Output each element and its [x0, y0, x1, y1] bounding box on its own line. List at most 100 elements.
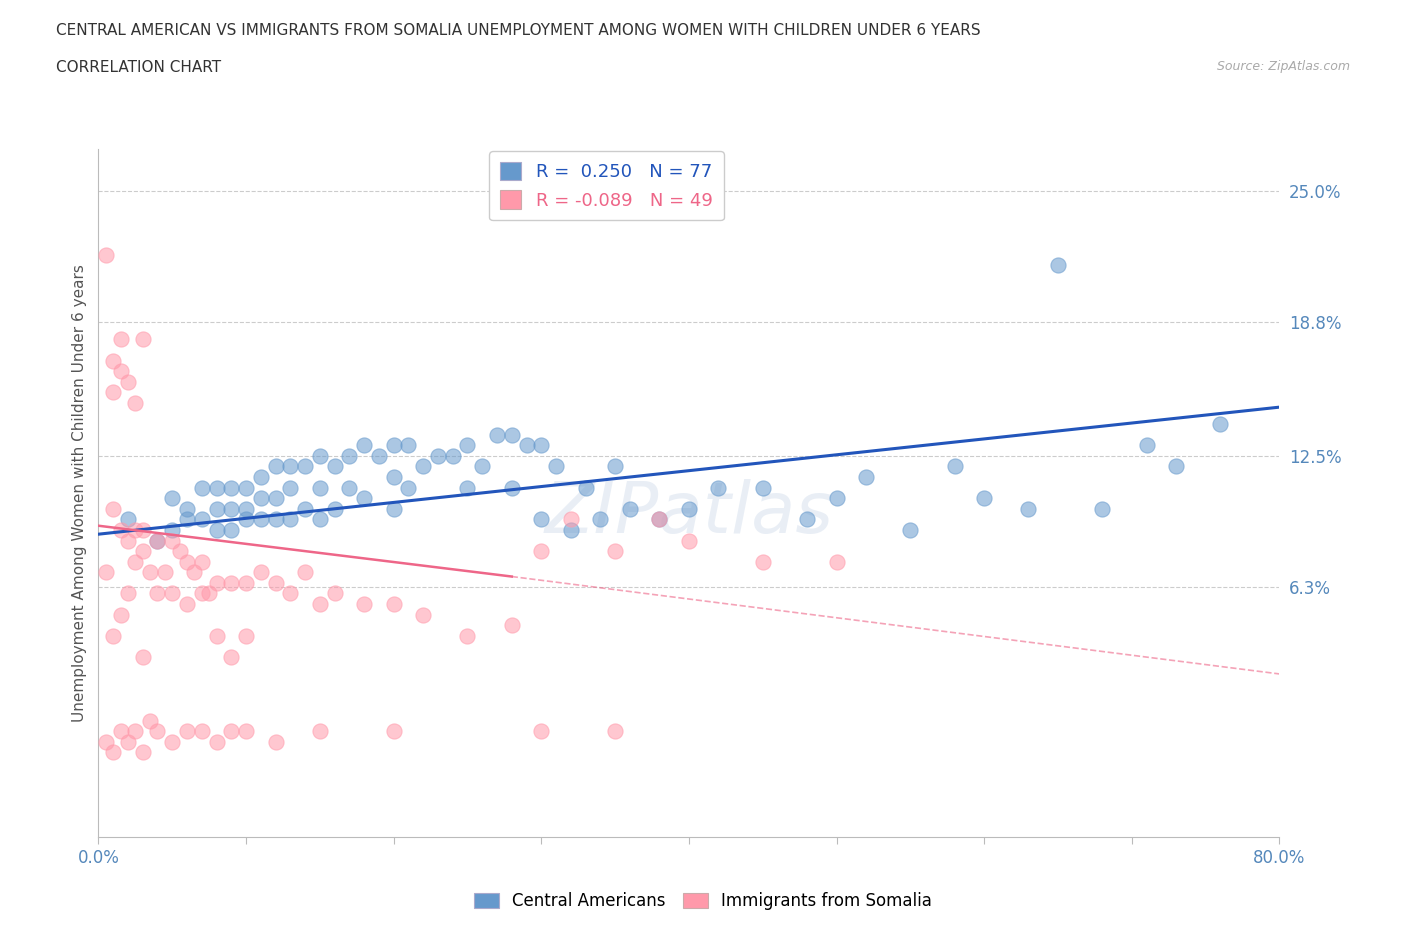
- Point: [560, 523, 582, 538]
- Point: [132, 745, 155, 760]
- Point: [1164, 459, 1187, 474]
- Point: [278, 586, 302, 601]
- Point: [309, 597, 332, 612]
- Point: [205, 629, 228, 644]
- Point: [235, 629, 257, 644]
- Point: [219, 523, 242, 538]
- Point: [264, 576, 287, 591]
- Text: Source: ZipAtlas.com: Source: ZipAtlas.com: [1216, 60, 1350, 73]
- Point: [250, 491, 273, 506]
- Point: [176, 554, 198, 569]
- Point: [117, 533, 139, 548]
- Point: [751, 554, 773, 569]
- Point: [1209, 417, 1232, 432]
- Point: [278, 480, 302, 495]
- Point: [648, 512, 671, 526]
- Point: [191, 724, 214, 738]
- Point: [153, 565, 176, 579]
- Point: [162, 735, 183, 750]
- Point: [382, 501, 405, 516]
- Point: [605, 544, 627, 559]
- Point: [382, 724, 405, 738]
- Point: [146, 533, 169, 548]
- Point: [501, 480, 523, 495]
- Point: [530, 512, 553, 526]
- Point: [250, 470, 273, 485]
- Point: [235, 480, 257, 495]
- Point: [250, 512, 273, 526]
- Point: [382, 597, 405, 612]
- Point: [183, 565, 205, 579]
- Point: [235, 576, 257, 591]
- Point: [309, 448, 332, 463]
- Point: [309, 480, 332, 495]
- Point: [124, 724, 146, 738]
- Text: ZIPatlas: ZIPatlas: [544, 479, 834, 548]
- Y-axis label: Unemployment Among Women with Children Under 6 years: Unemployment Among Women with Children U…: [72, 264, 87, 722]
- Point: [162, 491, 183, 506]
- Point: [560, 512, 582, 526]
- Point: [124, 523, 146, 538]
- Point: [309, 724, 332, 738]
- Point: [412, 607, 434, 622]
- Point: [678, 501, 700, 516]
- Point: [471, 459, 494, 474]
- Point: [589, 512, 612, 526]
- Point: [103, 629, 125, 644]
- Point: [515, 438, 537, 453]
- Point: [205, 735, 228, 750]
- Point: [219, 480, 242, 495]
- Point: [294, 501, 316, 516]
- Point: [382, 470, 405, 485]
- Point: [530, 544, 553, 559]
- Point: [191, 554, 214, 569]
- Text: CORRELATION CHART: CORRELATION CHART: [56, 60, 221, 75]
- Point: [132, 544, 155, 559]
- Point: [103, 501, 125, 516]
- Point: [219, 649, 242, 664]
- Point: [219, 501, 242, 516]
- Point: [396, 480, 419, 495]
- Point: [117, 512, 139, 526]
- Point: [1046, 258, 1069, 272]
- Point: [546, 459, 568, 474]
- Legend: Central Americans, Immigrants from Somalia: Central Americans, Immigrants from Somal…: [467, 885, 939, 917]
- Point: [117, 374, 139, 389]
- Point: [191, 512, 214, 526]
- Point: [412, 459, 434, 474]
- Point: [900, 523, 922, 538]
- Point: [205, 523, 228, 538]
- Point: [235, 512, 257, 526]
- Point: [176, 512, 198, 526]
- Point: [205, 501, 228, 516]
- Point: [825, 491, 848, 506]
- Point: [294, 459, 316, 474]
- Point: [751, 480, 773, 495]
- Point: [110, 364, 132, 379]
- Point: [264, 459, 287, 474]
- Point: [205, 480, 228, 495]
- Point: [353, 597, 375, 612]
- Point: [323, 501, 346, 516]
- Point: [501, 427, 523, 442]
- Point: [191, 480, 214, 495]
- Point: [486, 427, 509, 442]
- Point: [278, 512, 302, 526]
- Point: [530, 724, 553, 738]
- Point: [103, 353, 125, 368]
- Point: [441, 448, 464, 463]
- Point: [309, 512, 332, 526]
- Point: [294, 565, 316, 579]
- Point: [456, 438, 478, 453]
- Point: [353, 438, 375, 453]
- Point: [110, 724, 132, 738]
- Point: [619, 501, 641, 516]
- Point: [678, 533, 700, 548]
- Point: [382, 438, 405, 453]
- Point: [1017, 501, 1039, 516]
- Point: [198, 586, 221, 601]
- Point: [323, 459, 346, 474]
- Point: [396, 438, 419, 453]
- Point: [176, 597, 198, 612]
- Point: [124, 395, 146, 410]
